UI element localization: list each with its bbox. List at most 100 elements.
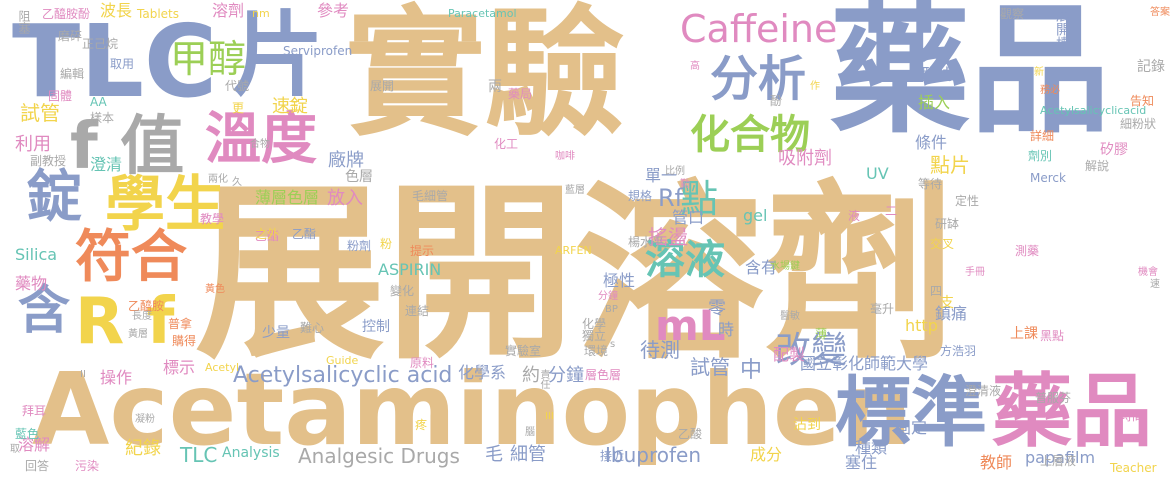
cloud-word: 等待	[918, 177, 943, 191]
cloud-word: 藥物	[15, 274, 48, 293]
cloud-word: 二	[885, 204, 898, 218]
cloud-word: 溫度	[205, 107, 317, 172]
cloud-word: 難心	[300, 321, 325, 335]
cloud-word: Silica	[15, 245, 58, 264]
cloud-word: 四	[930, 284, 943, 298]
cloud-word: 連結	[405, 304, 430, 318]
cloud-word: 機會	[1138, 267, 1158, 278]
cloud-word: UV	[866, 164, 889, 183]
cloud-word: 上層液	[1040, 454, 1077, 468]
cloud-word: 參考	[317, 1, 350, 20]
cloud-word: 久	[232, 177, 242, 188]
cloud-word: 提示	[410, 244, 435, 258]
cloud-word: BP	[605, 304, 618, 315]
cloud-word: 支	[940, 295, 954, 311]
cloud-word: 操作	[100, 368, 133, 387]
cloud-word: 片	[232, 2, 325, 109]
cloud-word: 咖啡	[555, 151, 575, 162]
cloud-word: 藍層	[565, 185, 585, 196]
cloud-word: 改變	[775, 330, 848, 371]
cloud-word: 展開槽	[1054, 8, 1070, 50]
cloud-word: Serviprofen	[283, 44, 353, 58]
cloud-word: 待測	[640, 338, 680, 362]
cloud-word: 楊水平	[628, 235, 665, 249]
cloud-word: 研缽	[935, 217, 960, 231]
cloud-word: 兩	[488, 79, 502, 95]
cloud-word: 固體	[48, 89, 73, 103]
cloud-word: 手冊	[965, 267, 985, 278]
cloud-word: 粉劑	[347, 239, 372, 253]
cloud-word: 記錄	[1137, 59, 1165, 75]
cloud-word: 種類	[855, 438, 888, 457]
cloud-word: 放入	[327, 188, 363, 209]
cloud-word: 黑點	[1040, 329, 1065, 343]
cloud-word: 細粉狀	[1120, 117, 1157, 131]
cloud-word: TLC	[180, 443, 218, 467]
cloud-word: 答案	[1150, 7, 1170, 18]
cloud-word: 含	[18, 281, 71, 341]
cloud-word: 規格	[628, 189, 653, 203]
cloud-word: 接近	[600, 449, 625, 463]
cloud-word: 獨立	[582, 329, 607, 343]
cloud-word: 樣本	[90, 111, 115, 125]
cloud-word: 解說	[1085, 159, 1110, 173]
cloud-word: 黃層	[128, 329, 148, 340]
cloud-word: 約	[522, 365, 540, 386]
cloud-word: 展開溶劑	[195, 164, 956, 385]
cloud-word: 錠	[26, 165, 82, 230]
cloud-word: 疼	[415, 418, 428, 432]
cloud-word: 取	[10, 444, 20, 455]
cloud-word: Rf	[658, 184, 684, 212]
cloud-word: 點	[680, 177, 719, 221]
cloud-word: 教師	[980, 453, 1013, 472]
cloud-word: 定性	[955, 194, 980, 208]
cloud-word: 水場鍵	[770, 261, 800, 272]
cloud-word: 上課	[1010, 326, 1038, 342]
cloud-word: papafilm	[1025, 448, 1096, 467]
cloud-word: 比例	[665, 166, 685, 177]
cloud-word: f 值	[70, 110, 185, 184]
cloud-word: 方浩羽	[940, 344, 977, 358]
cloud-word: 溶劑	[212, 1, 245, 20]
cloud-word: 展開	[370, 79, 395, 93]
cloud-word: 零	[708, 298, 726, 319]
cloud-word: 乙醯胺酚	[42, 7, 91, 21]
cloud-word: 凝粉	[135, 414, 155, 425]
cloud-word: 極性	[603, 271, 636, 290]
cloud-word: 乙酯	[255, 229, 280, 243]
cloud-word: 點片	[930, 153, 970, 177]
cloud-word: 分析	[710, 51, 807, 107]
cloud-word: 澄清液	[965, 384, 1002, 398]
cloud-word: s	[610, 339, 616, 350]
cloud-word: 普服芬	[1035, 391, 1072, 405]
cloud-word: 甲醇	[170, 37, 247, 81]
cloud-word: 告知	[1130, 94, 1155, 108]
cloud-word: Tablets	[137, 7, 179, 21]
cloud-word: 條件	[915, 133, 948, 152]
cloud-word: 合物	[250, 139, 270, 150]
cloud-word: 代號	[225, 79, 250, 93]
cloud-word: 標示	[163, 358, 196, 377]
cloud-word: 變化	[390, 284, 415, 298]
cloud-word: 回答	[25, 459, 50, 473]
cloud-word: 澄清	[90, 155, 123, 174]
cloud-word: 化工	[494, 137, 519, 151]
cloud-word: 乙醯胺	[128, 299, 165, 313]
cloud-word: 型號	[920, 65, 953, 84]
cloud-word: 配製	[773, 345, 806, 364]
cloud-word: 測藥	[1015, 244, 1040, 258]
cloud-word: 原料	[410, 356, 435, 370]
cloud-word: http	[905, 316, 938, 335]
cloud-word: 更	[232, 101, 245, 115]
cloud-word: 化合物	[690, 112, 810, 158]
cloud-word: 速錠	[272, 96, 308, 117]
cloud-word: 勤	[680, 179, 690, 190]
cloud-word: 兩化	[208, 174, 228, 185]
cloud-word: Acetyl	[205, 361, 240, 374]
cloud-word: 搖盪	[648, 225, 688, 249]
cloud-word: 標準	[835, 368, 987, 457]
cloud-word: 控制	[362, 319, 390, 335]
cloud-word: Acetylsalicyclic acid	[233, 363, 453, 388]
cloud-word: 環境	[584, 344, 609, 358]
